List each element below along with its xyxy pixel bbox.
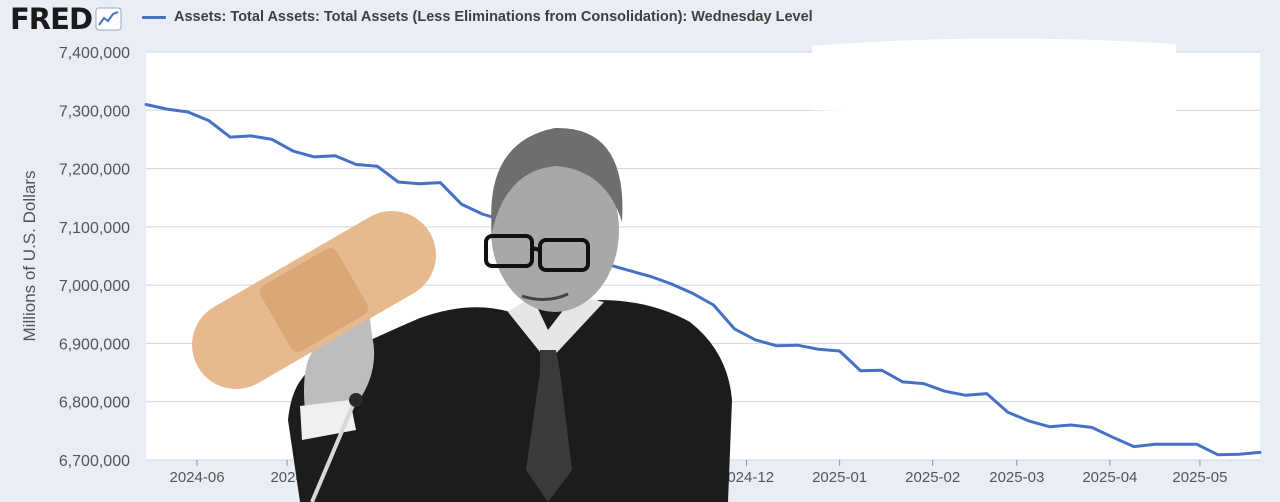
- data-point: [964, 394, 967, 397]
- microphone-head: [349, 393, 363, 407]
- data-point: [460, 203, 463, 205]
- x-tick-label: 2025-02: [905, 469, 960, 486]
- face: [491, 148, 619, 312]
- data-point: [187, 111, 189, 113]
- data-point: [1006, 411, 1009, 414]
- x-tick-label: 2025-03: [989, 469, 1044, 486]
- trend-line-icon: [95, 7, 122, 31]
- y-tick-label: 7,000,000: [59, 278, 130, 295]
- fred-logo[interactable]: FRED: [10, 4, 122, 34]
- data-point: [208, 119, 210, 122]
- data-point: [145, 103, 147, 106]
- x-axis-ticks: 2024-06 2024 2024-12 2025-01 2025-02 2025-03 2…: [170, 460, 1227, 486]
- data-point: [376, 165, 379, 168]
- photo-overlay: [192, 38, 1240, 502]
- data-point: [859, 370, 862, 372]
- data-point: [1217, 453, 1219, 456]
- data-point: [292, 150, 294, 152]
- series-line: [144, 103, 1262, 457]
- fred-logo-text: FRED: [10, 2, 93, 36]
- data-point: [1238, 453, 1240, 455]
- x-tick-label: 2025-04: [1082, 469, 1137, 486]
- raised-hand: [304, 301, 375, 420]
- data-point: [271, 138, 273, 141]
- data-point: [397, 181, 400, 183]
- data-point: [922, 382, 925, 385]
- y-tick-label: 6,700,000: [59, 453, 130, 470]
- x-tick-label: 2024: [270, 469, 303, 486]
- data-point: [670, 283, 673, 285]
- data-point: [334, 154, 336, 157]
- data-point: [1112, 436, 1114, 439]
- data-point: [1259, 451, 1261, 454]
- y-axis-ticks: 6,700,000 6,800,000 6,900,000 7,000,000 7,10…: [59, 45, 130, 470]
- suit-body: [288, 300, 732, 502]
- data-point: [1091, 426, 1093, 429]
- data-point: [796, 344, 799, 346]
- data-point: [649, 275, 652, 278]
- data-point: [838, 350, 841, 352]
- data-point: [754, 339, 757, 341]
- redaction-patch-edge: [1176, 60, 1240, 104]
- y-tick-label: 6,900,000: [59, 336, 130, 353]
- x-tick-label: 2025-05: [1172, 469, 1227, 486]
- data-point: [1027, 420, 1030, 422]
- data-point: [880, 369, 883, 372]
- series-layer: [144, 103, 1262, 457]
- data-point: [1196, 443, 1198, 446]
- legend-label: Assets: Total Assets: Total Assets (Less…: [174, 9, 813, 25]
- data-point: [733, 328, 736, 330]
- necktie: [526, 350, 572, 502]
- legend-swatch: [142, 15, 166, 19]
- eyeglasses: [484, 234, 590, 272]
- data-point: [628, 269, 631, 272]
- data-point: [712, 304, 715, 306]
- redaction-patch: [812, 38, 1176, 114]
- data-point: [1154, 443, 1156, 446]
- data-point: [355, 163, 357, 166]
- y-tick-label: 6,800,000: [59, 395, 130, 412]
- data-point: [439, 181, 442, 184]
- mouth: [521, 292, 569, 301]
- data-point: [1175, 443, 1177, 446]
- bandage-pad: [259, 248, 369, 352]
- data-point: [1133, 445, 1135, 448]
- data-point: [418, 182, 421, 185]
- data-point: [901, 381, 904, 383]
- y-axis-label: Millions of U.S. Dollars: [20, 170, 39, 342]
- y-tick-label: 7,300,000: [59, 103, 130, 120]
- y-tick-label: 7,100,000: [59, 220, 130, 237]
- data-point: [775, 344, 778, 347]
- data-point: [1049, 425, 1051, 428]
- data-point: [481, 213, 484, 215]
- bandage-overlay: [192, 211, 436, 389]
- person-photo: [288, 127, 732, 502]
- data-point: [229, 136, 231, 138]
- microphone: [310, 397, 358, 502]
- data-point: [313, 156, 315, 158]
- data-point: [250, 135, 252, 137]
- y-tick-label: 7,200,000: [59, 162, 130, 179]
- data-point: [691, 292, 694, 295]
- data-point: [166, 108, 168, 110]
- x-tick-label: 2024-12: [719, 469, 774, 486]
- data-point: [1070, 424, 1072, 426]
- data-point: [817, 348, 820, 351]
- data-point: [985, 392, 988, 395]
- x-tick-label: 2025-01: [812, 469, 867, 486]
- chart-legend[interactable]: Assets: Total Assets: Total Assets (Less…: [142, 9, 813, 25]
- shirt-collar: [508, 296, 604, 362]
- x-tick-label: 2024-06: [170, 469, 225, 486]
- y-tick-label: 7,400,000: [59, 45, 130, 62]
- hair: [491, 127, 623, 232]
- data-point: [943, 390, 946, 393]
